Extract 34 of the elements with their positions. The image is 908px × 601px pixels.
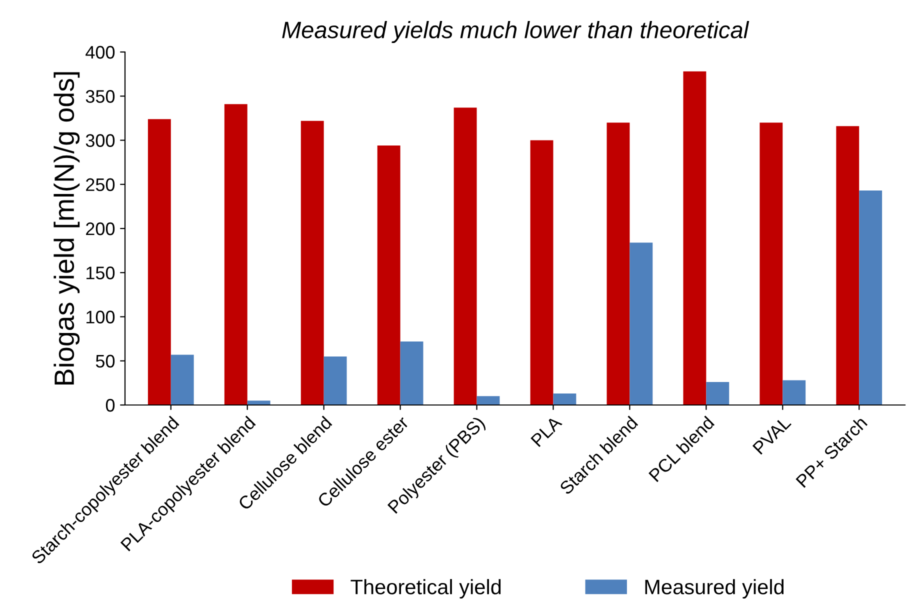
legend-label: Measured yield xyxy=(645,579,784,598)
bar xyxy=(782,380,806,405)
x-tick-label: PLA xyxy=(530,415,562,448)
bar xyxy=(247,400,270,405)
y-tick-label: 50 xyxy=(96,354,115,368)
y-tick-label: 0 xyxy=(106,398,115,412)
bar xyxy=(324,356,347,405)
y-axis-title: Biogas yield [ml(N)/g ods] xyxy=(54,72,80,384)
bar xyxy=(706,382,730,405)
bar xyxy=(859,190,882,405)
bar xyxy=(377,146,400,405)
y-tick-label: 250 xyxy=(86,178,115,192)
y-tick-label: 100 xyxy=(86,310,115,324)
bar xyxy=(553,394,576,405)
bar xyxy=(300,120,324,405)
bar xyxy=(760,122,783,405)
legend-label: Theoretical yield xyxy=(350,579,501,598)
y-tick-label: 300 xyxy=(86,134,115,147)
bar xyxy=(224,104,248,405)
y-tick-label: 150 xyxy=(86,266,115,280)
bar xyxy=(606,122,630,405)
bar xyxy=(530,140,554,405)
bar xyxy=(170,354,194,405)
bar xyxy=(454,108,477,405)
bar xyxy=(836,126,860,405)
y-tick-label: 400 xyxy=(86,46,115,59)
y-tick-label: 200 xyxy=(86,222,115,236)
y-tick-label: 350 xyxy=(86,90,115,103)
bar xyxy=(630,242,653,405)
bar xyxy=(400,341,424,405)
bar xyxy=(683,71,706,405)
chart-title: Measured yields much lower than theoretical xyxy=(282,21,750,44)
bar xyxy=(148,119,171,405)
bar xyxy=(476,396,500,405)
